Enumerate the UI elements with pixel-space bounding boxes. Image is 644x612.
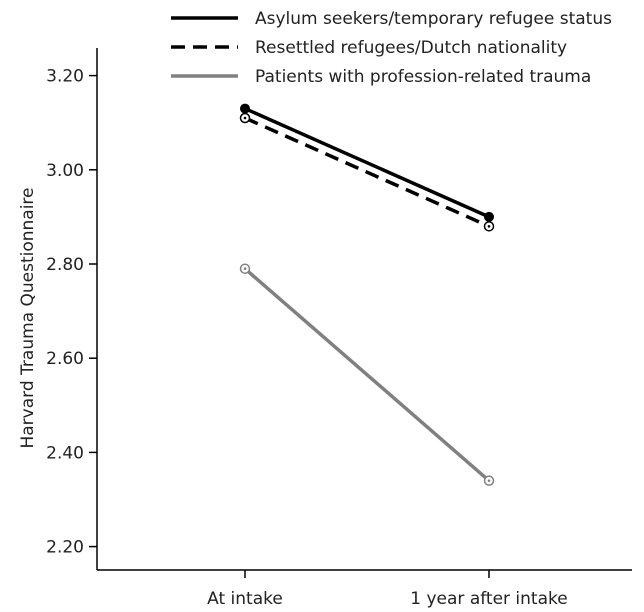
series-0 (240, 103, 494, 222)
data-point-center (243, 116, 247, 120)
legend: Asylum seekers/temporary refugee status R… (171, 9, 612, 87)
legend-label: Resettled refugees/Dutch nationality (255, 38, 567, 58)
data-point-center (487, 225, 491, 228)
series-1 (239, 112, 495, 232)
legend-label: Patients with profession-related trauma (255, 67, 591, 87)
y-tick-label: 2.40 (46, 443, 84, 463)
data-point (484, 211, 494, 222)
data-point-center (243, 267, 247, 271)
series-layer (239, 103, 495, 486)
series-line (244, 116, 490, 228)
y-tick-label: 3.00 (46, 161, 84, 181)
axes: 2.20 2.40 2.60 2.80 3.00 3.20 At intake 1 year … (46, 48, 632, 609)
y-tick-label: 2.60 (46, 349, 84, 369)
series-2 (239, 263, 495, 486)
y-tick-label: 2.80 (46, 255, 84, 275)
y-axis-label: Harvard Trauma Questionnaire (18, 187, 38, 448)
data-point (240, 103, 250, 114)
y-tick-label: 2.20 (46, 538, 84, 558)
series-line (243, 267, 491, 482)
series-line (244, 106, 490, 219)
y-tick-label: 3.20 (46, 67, 84, 87)
data-point-center (487, 479, 491, 482)
x-tick-label: 1 year after intake (410, 589, 567, 609)
x-tick-label: At intake (207, 589, 283, 609)
legend-label: Asylum seekers/temporary refugee status (255, 9, 612, 29)
